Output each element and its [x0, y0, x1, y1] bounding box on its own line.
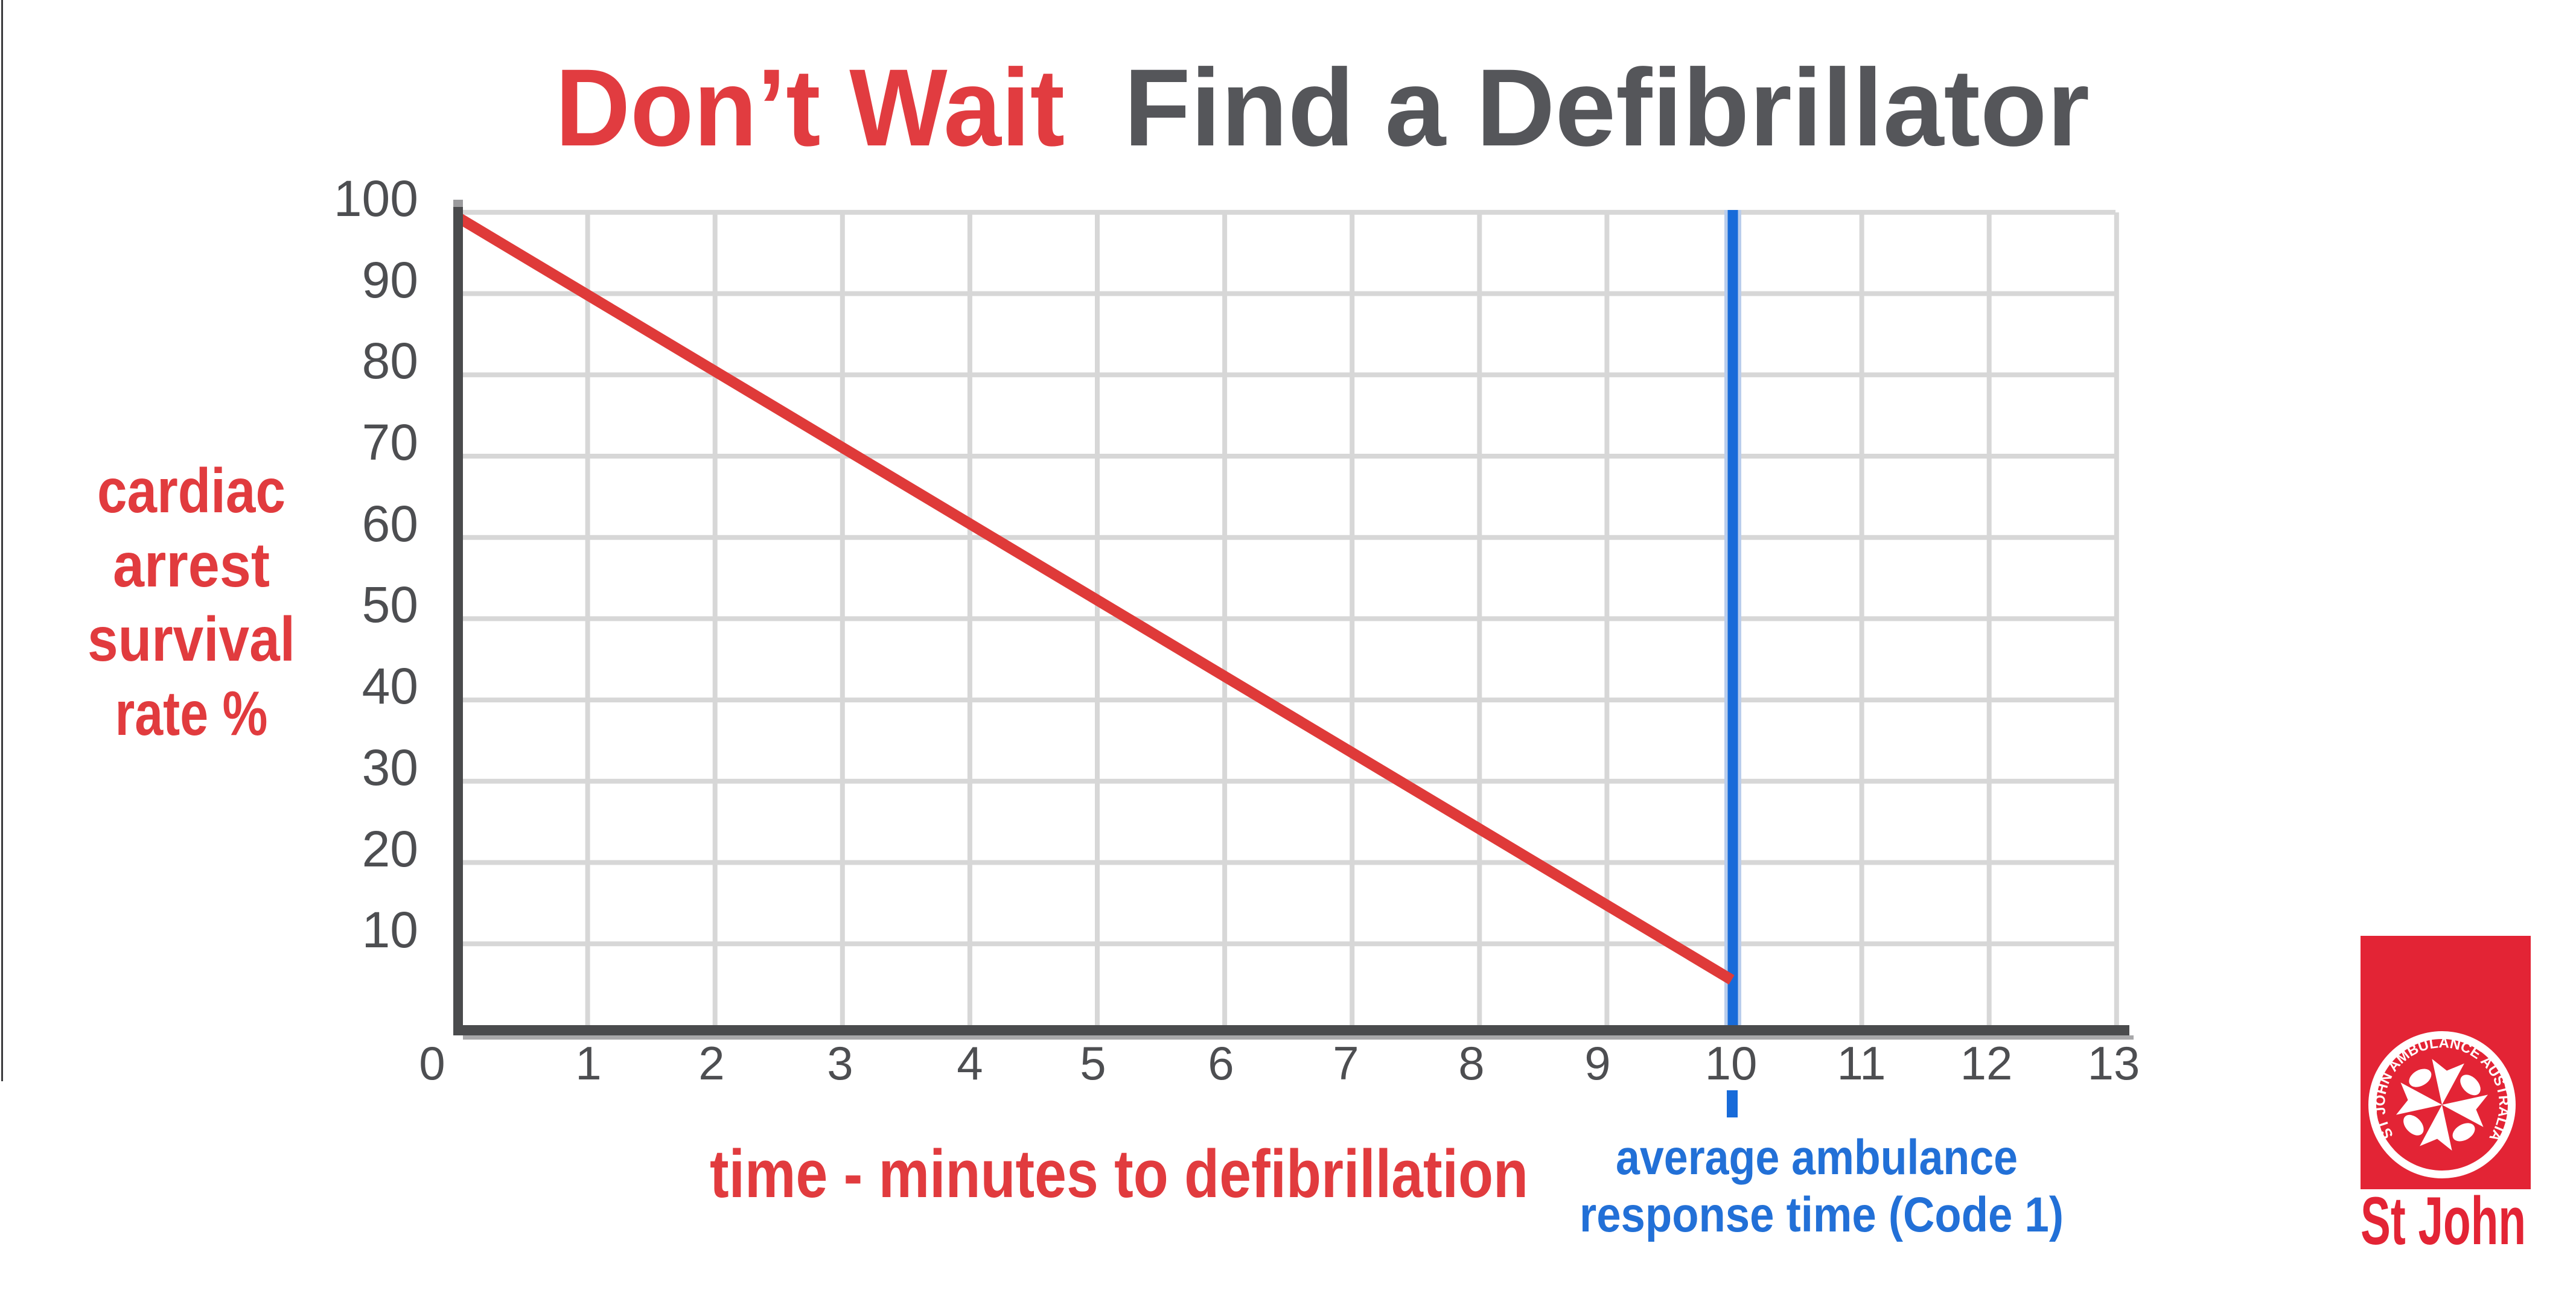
svg-text:response time (Code 1): response time (Code 1): [1580, 1187, 2064, 1242]
svg-text:7: 7: [1333, 1037, 1359, 1090]
svg-text:5: 5: [1080, 1037, 1106, 1090]
svg-text:30: 30: [362, 739, 418, 796]
svg-text:9: 9: [1584, 1037, 1610, 1090]
svg-text:10: 10: [362, 901, 418, 958]
svg-text:Find a Defibrillator: Find a Defibrillator: [1124, 46, 2090, 169]
svg-text:10: 10: [1705, 1037, 1758, 1090]
svg-text:50: 50: [362, 576, 418, 633]
svg-text:12: 12: [1960, 1037, 2013, 1090]
svg-text:arrest: arrest: [113, 530, 270, 600]
svg-text:St John: St John: [2361, 1183, 2526, 1259]
svg-text:40: 40: [362, 658, 418, 714]
svg-text:80: 80: [362, 332, 418, 389]
svg-text:Don’t Wait: Don’t Wait: [555, 46, 1065, 169]
svg-text:rate %: rate %: [115, 679, 268, 749]
svg-text:6: 6: [1208, 1037, 1234, 1090]
svg-text:20: 20: [362, 821, 418, 877]
svg-text:survival: survival: [88, 605, 295, 675]
svg-text:3: 3: [827, 1037, 853, 1090]
svg-text:11: 11: [1837, 1037, 1886, 1090]
svg-text:time - minutes to defibrillati: time - minutes to defibrillation: [710, 1136, 1528, 1212]
svg-text:2: 2: [698, 1037, 724, 1090]
svg-text:1: 1: [575, 1037, 601, 1090]
svg-text:average ambulance: average ambulance: [1616, 1130, 2018, 1185]
svg-text:4: 4: [957, 1037, 983, 1090]
svg-text:0: 0: [419, 1037, 445, 1090]
svg-text:100: 100: [334, 170, 418, 227]
svg-text:60: 60: [362, 495, 418, 552]
svg-text:90: 90: [362, 252, 418, 308]
svg-text:cardiac: cardiac: [97, 456, 285, 526]
svg-text:70: 70: [362, 414, 418, 471]
svg-text:13: 13: [2088, 1037, 2140, 1090]
svg-text:8: 8: [1458, 1037, 1484, 1090]
